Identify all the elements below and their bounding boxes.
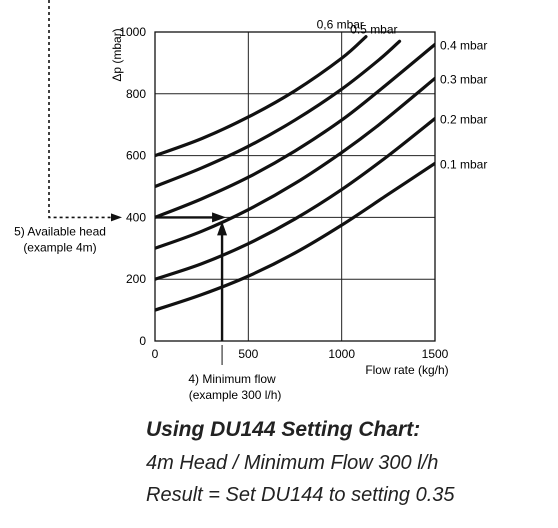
series-label-5: 0,6 mbar	[317, 18, 364, 32]
flow-annotation-line1: 4) Minimum flow	[188, 372, 276, 386]
caption-title: Using DU144 Setting Chart:	[146, 418, 421, 441]
x-tick-label: 1000	[328, 347, 355, 361]
series-label-3: 0.4 mbar	[440, 38, 487, 52]
series-label-2: 0.3 mbar	[440, 72, 487, 86]
series-line-2	[155, 76, 435, 250]
head-dashed-guide	[48, 0, 112, 219]
series-line-0	[155, 161, 435, 312]
x-tick-label: 1500	[422, 347, 449, 361]
y-tick-label: 200	[126, 272, 146, 286]
y-axis-label: Δp (mbar)	[110, 28, 124, 81]
series-line-3	[155, 42, 435, 219]
x-tick-label: 0	[152, 347, 159, 361]
caption-example: 4m Head / Minimum Flow 300 l/h	[146, 452, 439, 474]
series-line-4	[155, 39, 402, 189]
y-tick-label: 400	[126, 210, 146, 224]
series-label-4: 0.5 mbar	[350, 22, 397, 36]
series-line-5	[155, 35, 368, 158]
y-tick-label: 0	[139, 334, 146, 348]
series-label-0: 0.1 mbar	[440, 157, 487, 171]
caption-result: Result = Set DU144 to setting 0.35	[146, 484, 455, 506]
series-line-1	[155, 116, 435, 281]
series-group: 0.1 mbar 0.2 mbar 0.3 mbar 0.4 mbar 0.5 mbar…	[155, 18, 487, 312]
head-annotation-line1: 5) Available head	[14, 224, 106, 238]
y-tick-label: 600	[126, 149, 146, 163]
flow-arrowhead-icon	[217, 221, 228, 236]
series-label-1: 0.2 mbar	[440, 113, 487, 127]
head-arrowhead-icon	[212, 212, 227, 223]
x-axis-label: Flow rate (kg/h)	[365, 363, 448, 377]
head-dashed-arrow-icon	[111, 213, 122, 222]
x-tick-label: 500	[238, 347, 258, 361]
head-annotation-line2: (example 4m)	[23, 240, 96, 254]
y-tick-label: 800	[126, 87, 146, 101]
annotations: 5) Available head (example 4m) 4) Minimu…	[14, 0, 281, 402]
flow-annotation-line2: (example 300 l/h)	[189, 388, 282, 402]
y-tick-label: 1000	[119, 25, 146, 39]
